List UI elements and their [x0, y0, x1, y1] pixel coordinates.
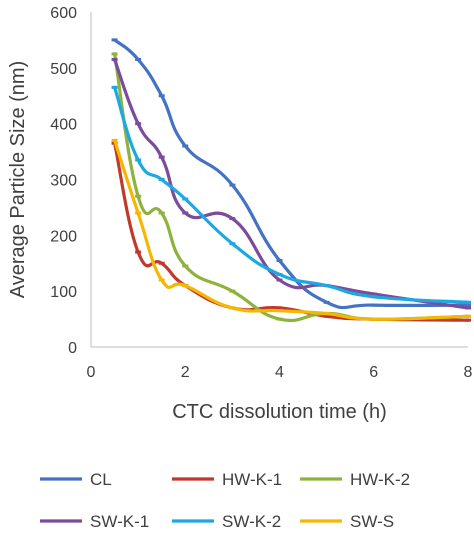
data-point-marker — [465, 318, 471, 322]
data-point-marker — [323, 314, 330, 318]
data-point-marker — [135, 194, 142, 198]
y-tick-label: 0 — [68, 340, 77, 357]
y-tick-label: 400 — [50, 117, 77, 134]
legend-label: CL — [90, 470, 112, 489]
y-tick-label: 600 — [50, 5, 77, 22]
data-point-marker — [323, 312, 330, 315]
data-point-marker — [276, 309, 283, 313]
legend: CL HW-K-1 HW-K-2 SW-K-1 SW-K-2 SW-S — [40, 470, 410, 531]
x-tick-label: 6 — [369, 364, 378, 381]
data-point-marker — [158, 178, 165, 181]
data-point-marker — [465, 314, 471, 318]
data-point-marker — [276, 272, 283, 276]
data-point-marker — [182, 144, 189, 148]
data-point-marker — [323, 300, 330, 304]
data-point-marker — [276, 278, 283, 282]
x-tick-label: 2 — [181, 364, 190, 381]
series-line-cl — [113, 38, 470, 310]
x-axis-title: CTC dissolution time (h) — [172, 401, 387, 423]
data-point-marker — [229, 217, 236, 221]
data-point-marker — [158, 278, 165, 282]
y-tick-label: 500 — [50, 61, 77, 78]
data-point-marker — [111, 138, 118, 142]
data-point-marker — [229, 242, 236, 246]
data-point-marker — [135, 122, 142, 126]
data-point-marker — [465, 300, 471, 304]
y-axis-title: Average Particle Size (nm) — [7, 61, 29, 299]
legend-label: SW-K-2 — [222, 512, 281, 531]
x-tick-label: 8 — [464, 364, 473, 381]
data-point-marker — [182, 264, 189, 268]
data-point-marker — [229, 183, 236, 187]
y-tick-label: 300 — [50, 173, 77, 190]
data-point-marker — [111, 85, 118, 89]
data-point-marker — [135, 250, 142, 254]
data-point-marker — [229, 289, 236, 293]
legend-marker — [58, 519, 64, 523]
data-point-marker — [158, 211, 165, 215]
data-point-marker — [182, 284, 189, 288]
x-tick-label: 4 — [275, 364, 284, 381]
data-point-marker — [229, 306, 236, 310]
x-tick-labels: 0 2 4 6 8 — [87, 364, 473, 381]
data-point-marker — [135, 57, 142, 61]
data-point-marker — [465, 303, 471, 307]
data-point-marker — [370, 292, 377, 296]
data-point-marker — [323, 284, 330, 288]
series-lines — [111, 38, 471, 323]
data-point-marker — [370, 317, 377, 321]
axes — [90, 12, 468, 348]
data-point-marker — [135, 211, 142, 215]
y-tick-label: 200 — [50, 228, 77, 245]
data-point-marker — [135, 158, 142, 162]
data-point-marker — [182, 197, 189, 201]
data-point-marker — [158, 94, 165, 98]
data-point-marker — [465, 306, 471, 310]
data-point-marker — [370, 303, 377, 307]
legend-label: SW-K-1 — [90, 512, 149, 531]
y-tick-label: 100 — [50, 284, 77, 301]
data-point-marker — [276, 258, 283, 262]
data-point-marker — [276, 306, 283, 310]
x-tick-label: 0 — [87, 364, 96, 381]
legend-marker — [190, 519, 196, 523]
data-point-marker — [276, 317, 283, 321]
legend-label: SW-S — [350, 512, 394, 531]
legend-label: HW-K-2 — [350, 470, 410, 489]
data-point-marker — [182, 211, 189, 215]
legend-marker — [58, 477, 64, 481]
y-tick-labels: 0 100 200 300 400 500 600 — [50, 5, 77, 357]
data-point-marker — [111, 38, 118, 42]
data-point-marker — [158, 261, 165, 265]
legend-marker — [318, 519, 324, 523]
data-point-marker — [370, 295, 377, 299]
legend-marker — [318, 477, 324, 481]
data-point-marker — [111, 57, 118, 61]
data-point-marker — [111, 52, 118, 56]
legend-label: HW-K-1 — [222, 470, 282, 489]
data-point-marker — [158, 155, 165, 159]
legend-marker — [190, 477, 196, 481]
